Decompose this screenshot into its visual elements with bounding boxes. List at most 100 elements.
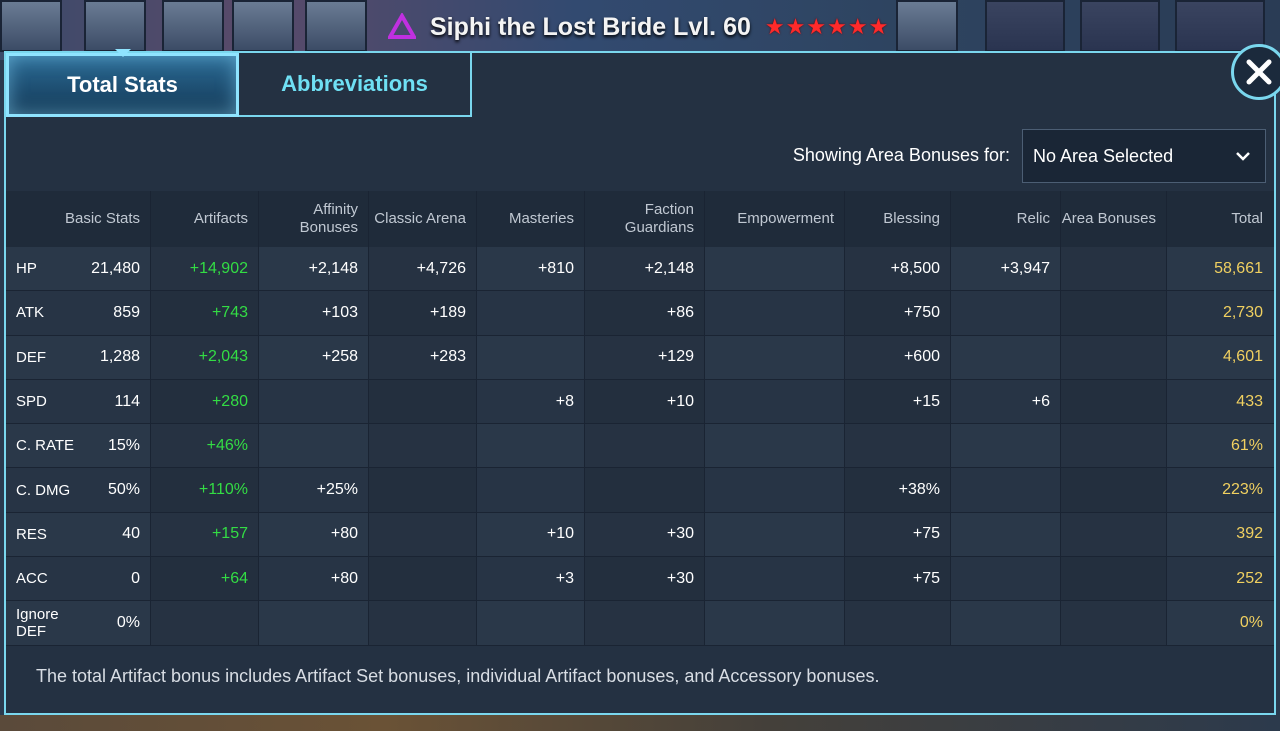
star-icon: ★ <box>847 14 868 39</box>
background-hero-portrait <box>896 0 958 52</box>
stat-value-cell-basic: 1,288 <box>81 335 151 379</box>
stat-value-cell-blessing: +75 <box>845 557 951 601</box>
area-select-value: No Area Selected <box>1033 145 1174 166</box>
stat-name-cell: SPD <box>16 393 47 411</box>
stat-value-cell-affinity <box>259 379 369 424</box>
stat-value-cell-artifacts: +280 <box>151 379 259 424</box>
stats-modal: Total Stats Abbreviations Showing Area B… <box>4 44 1280 715</box>
background-hero-portrait <box>1080 0 1160 52</box>
stat-value-cell-blessing: +8,500 <box>845 247 951 291</box>
background-hero-portrait <box>0 0 62 52</box>
stat-value-cell-affinity <box>259 424 369 468</box>
stat-value-cell-masteries <box>477 335 585 379</box>
stat-value-cell-basic: 15% <box>81 424 151 468</box>
table-row: SPD 114 +280 +8 +10 +15 +6 433 <box>6 379 1274 425</box>
table-header-row: Basic Stats Artifacts Affinity Bonuses Cl… <box>6 191 1274 247</box>
stat-value-cell-faction: +30 <box>585 557 705 601</box>
stat-value-cell-empowerment <box>705 601 845 645</box>
background-hero-portrait <box>1175 0 1265 52</box>
stat-value-cell-classic <box>369 557 477 601</box>
background-hero-portrait <box>985 0 1065 52</box>
stat-value-cell-affinity: +103 <box>259 291 369 335</box>
stat-value-cell-blessing: +15 <box>845 379 951 424</box>
stat-value-cell-basic: 859 <box>81 291 151 335</box>
table-row: ATK 859 +743 +103 +189 +86 +750 2,730 <box>6 291 1274 336</box>
star-icon: ★ <box>764 14 785 39</box>
stat-value-cell-classic <box>369 512 477 557</box>
stat-value-cell-affinity: +25% <box>259 468 369 512</box>
stat-value-cell-relic <box>951 557 1061 601</box>
background-hero-portrait <box>162 0 224 52</box>
area-bonus-row: Showing Area Bonuses for: No Area Select… <box>6 125 1274 183</box>
col-header-artifacts: Artifacts <box>151 191 259 247</box>
stat-value-cell-basic: 0% <box>81 601 151 645</box>
artifact-footnote: The total Artifact bonus includes Artifa… <box>36 666 880 686</box>
table-row: ACC 0 +64 +80 +3 +30 +75 252 <box>6 557 1274 602</box>
table-body: HP 21,480 +14,902 +2,148 +4,726 +810 +2,148 +8,… <box>6 247 1274 646</box>
stat-value-cell-total: 61% <box>1230 436 1263 454</box>
background-hero-portrait <box>84 0 146 52</box>
stat-value-cell-artifacts: +2,043 <box>151 335 259 379</box>
stat-value-cell-area <box>1061 512 1167 557</box>
table-row: DEF 1,288 +2,043 +258 +283 +129 +600 4,601 <box>6 335 1274 380</box>
active-tab-pointer-icon <box>115 49 131 57</box>
background-hero-portrait <box>232 0 294 52</box>
stat-value-cell-basic: 114 <box>81 379 151 424</box>
stat-value-cell-total: 392 <box>1236 525 1263 543</box>
stat-value-cell-classic: +189 <box>369 291 477 335</box>
stat-value-cell-artifacts: +157 <box>151 512 259 557</box>
table-row: RES 40 +157 +80 +10 +30 +75 392 <box>6 512 1274 558</box>
stat-value-cell-masteries: +3 <box>477 557 585 601</box>
stat-name-cell: C. RATE <box>16 437 75 455</box>
col-header-classic-arena: Classic Arena <box>369 191 477 247</box>
table-row: C. DMG 50% +110% +25% +38% 223% <box>6 468 1274 513</box>
stat-value-cell-affinity: +2,148 <box>259 247 369 291</box>
stat-value-cell-total: 252 <box>1236 569 1263 587</box>
stat-value-cell-artifacts: +110% <box>151 468 259 512</box>
stat-value-cell-blessing: +750 <box>845 291 951 335</box>
triangle-affinity-icon <box>388 13 416 39</box>
col-header-relic: Relic <box>951 191 1061 247</box>
star-icon: ★ <box>868 14 889 39</box>
stat-value-cell-classic: +283 <box>369 335 477 379</box>
background-bottom-strip <box>0 715 1280 731</box>
col-header-area-bonuses: Area Bonuses <box>1061 191 1167 247</box>
stat-value-cell-masteries: +8 <box>477 379 585 424</box>
col-header-faction-line1: Faction <box>644 201 694 218</box>
stat-value-cell-classic <box>369 379 477 424</box>
stat-value-cell-artifacts: +64 <box>151 557 259 601</box>
star-icon: ★ <box>827 14 847 39</box>
stat-value-cell-area <box>1061 424 1167 468</box>
stat-value-cell-total: 433 <box>1236 392 1263 410</box>
stat-value-cell-total: 0% <box>1239 614 1263 632</box>
stat-value-cell-empowerment <box>705 291 845 335</box>
close-button[interactable] <box>1231 44 1280 100</box>
stat-value-cell-basic: 50% <box>81 468 151 512</box>
col-header-masteries: Masteries <box>477 191 585 247</box>
hero-header: Siphi the Lost Bride Lvl. 60 ★ ★ ★ ★ ★ ★ <box>388 10 888 44</box>
area-select-dropdown[interactable]: No Area Selected <box>1022 129 1266 183</box>
stat-value-cell-basic: 40 <box>81 512 151 557</box>
stat-value-cell-total: 223% <box>1222 481 1263 499</box>
stat-value-cell-affinity: +258 <box>259 335 369 379</box>
col-header-affinity-line1: Affinity <box>313 201 358 218</box>
chevron-down-icon <box>1236 152 1250 161</box>
stat-value-cell-classic <box>369 424 477 468</box>
stat-value-cell-relic <box>951 512 1061 557</box>
star-rating: ★ ★ ★ ★ ★ ★ <box>765 16 888 38</box>
stat-value-cell-affinity <box>259 601 369 645</box>
tab-abbreviations[interactable]: Abbreviations <box>239 53 472 117</box>
stat-value-cell-relic: +6 <box>951 379 1061 424</box>
stat-value-cell-faction: +129 <box>585 335 705 379</box>
stat-value-cell-basic: 21,480 <box>81 247 151 291</box>
stat-name-cell: ACC <box>16 570 48 588</box>
table-row: C. RATE 15% +46% 61% <box>6 424 1274 469</box>
stat-value-cell-total: 2,730 <box>1222 303 1263 321</box>
stat-value-cell-blessing: +75 <box>845 512 951 557</box>
stat-value-cell-relic <box>951 601 1061 645</box>
stat-value-cell-empowerment <box>705 379 845 424</box>
stat-value-cell-blessing: +38% <box>845 468 951 512</box>
star-icon: ★ <box>806 14 827 39</box>
stat-name-cell: Ignore DEF <box>16 606 59 641</box>
tab-total-stats[interactable]: Total Stats <box>6 53 239 117</box>
